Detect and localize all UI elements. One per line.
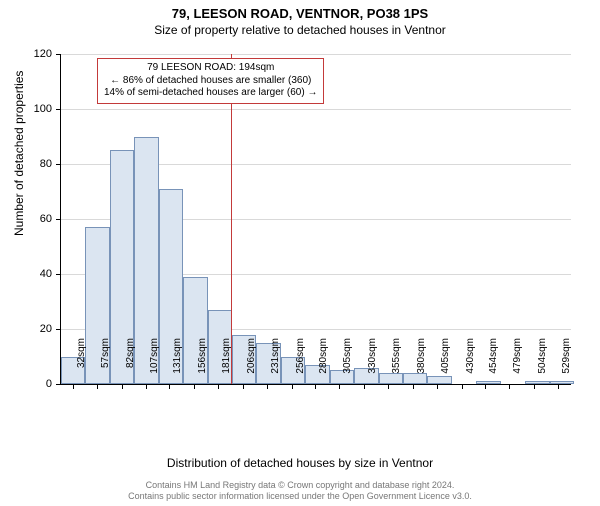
ytick-mark bbox=[56, 54, 61, 55]
footer-attribution: Contains HM Land Registry data © Crown c… bbox=[0, 480, 600, 503]
title-sub: Size of property relative to detached ho… bbox=[0, 23, 600, 37]
xtick-label: 479sqm bbox=[512, 338, 523, 388]
xtick-mark bbox=[243, 384, 244, 389]
xtick-mark bbox=[534, 384, 535, 389]
xtick-label: 82sqm bbox=[125, 338, 136, 388]
xtick-mark bbox=[485, 384, 486, 389]
ytick-mark bbox=[56, 329, 61, 330]
xtick-mark bbox=[388, 384, 389, 389]
x-axis-label: Distribution of detached houses by size … bbox=[0, 456, 600, 470]
xtick-mark bbox=[364, 384, 365, 389]
xtick-mark bbox=[218, 384, 219, 389]
xtick-mark bbox=[169, 384, 170, 389]
xtick-mark bbox=[267, 384, 268, 389]
ytick-mark bbox=[56, 219, 61, 220]
xtick-mark bbox=[146, 384, 147, 389]
xtick-label: 231sqm bbox=[270, 338, 281, 388]
ytick-label: 60 bbox=[0, 213, 52, 225]
xtick-label: 529sqm bbox=[561, 338, 572, 388]
ytick-mark bbox=[56, 164, 61, 165]
plot-area: 32sqm57sqm82sqm107sqm131sqm156sqm181sqm2… bbox=[60, 54, 571, 385]
xtick-label: 280sqm bbox=[318, 338, 329, 388]
callout-line: 14% of semi-detached houses are larger (… bbox=[104, 87, 317, 100]
xtick-label: 430sqm bbox=[465, 338, 476, 388]
ytick-mark bbox=[56, 274, 61, 275]
xtick-mark bbox=[194, 384, 195, 389]
callout-line: ← 86% of detached houses are smaller (36… bbox=[104, 75, 317, 88]
xtick-label: 107sqm bbox=[149, 338, 160, 388]
title-main: 79, LEESON ROAD, VENTNOR, PO38 1PS bbox=[0, 6, 600, 21]
xtick-label: 156sqm bbox=[197, 338, 208, 388]
xtick-label: 57sqm bbox=[100, 338, 111, 388]
xtick-mark bbox=[509, 384, 510, 389]
ytick-label: 40 bbox=[0, 268, 52, 280]
xtick-mark bbox=[558, 384, 559, 389]
gridline bbox=[61, 54, 571, 55]
chart: 32sqm57sqm82sqm107sqm131sqm156sqm181sqm2… bbox=[60, 54, 570, 424]
footer-line-1: Contains HM Land Registry data © Crown c… bbox=[0, 480, 600, 491]
xtick-label: 206sqm bbox=[246, 338, 257, 388]
ytick-label: 0 bbox=[0, 378, 52, 390]
ytick-label: 120 bbox=[0, 48, 52, 60]
xtick-label: 131sqm bbox=[172, 338, 183, 388]
ytick-mark bbox=[56, 109, 61, 110]
xtick-mark bbox=[462, 384, 463, 389]
xtick-mark bbox=[97, 384, 98, 389]
reference-line bbox=[231, 54, 232, 384]
xtick-label: 305sqm bbox=[342, 338, 353, 388]
xtick-label: 256sqm bbox=[295, 338, 306, 388]
xtick-label: 355sqm bbox=[391, 338, 402, 388]
ytick-label: 20 bbox=[0, 323, 52, 335]
xtick-mark bbox=[437, 384, 438, 389]
footer-line-2: Contains public sector information licen… bbox=[0, 491, 600, 502]
xtick-label: 454sqm bbox=[488, 338, 499, 388]
ytick-label: 100 bbox=[0, 103, 52, 115]
ytick-label: 80 bbox=[0, 158, 52, 170]
gridline bbox=[61, 109, 571, 110]
xtick-mark bbox=[292, 384, 293, 389]
callout-line: 79 LEESON ROAD: 194sqm bbox=[104, 62, 317, 75]
xtick-mark bbox=[413, 384, 414, 389]
xtick-mark bbox=[339, 384, 340, 389]
ytick-mark bbox=[56, 384, 61, 385]
reference-callout: 79 LEESON ROAD: 194sqm← 86% of detached … bbox=[97, 58, 324, 104]
xtick-label: 380sqm bbox=[416, 338, 427, 388]
xtick-label: 32sqm bbox=[76, 338, 87, 388]
y-axis-label: Number of detached properties bbox=[12, 71, 26, 236]
xtick-label: 504sqm bbox=[537, 338, 548, 388]
xtick-label: 330sqm bbox=[367, 338, 378, 388]
xtick-mark bbox=[122, 384, 123, 389]
xtick-label: 405sqm bbox=[440, 338, 451, 388]
xtick-mark bbox=[73, 384, 74, 389]
xtick-mark bbox=[315, 384, 316, 389]
